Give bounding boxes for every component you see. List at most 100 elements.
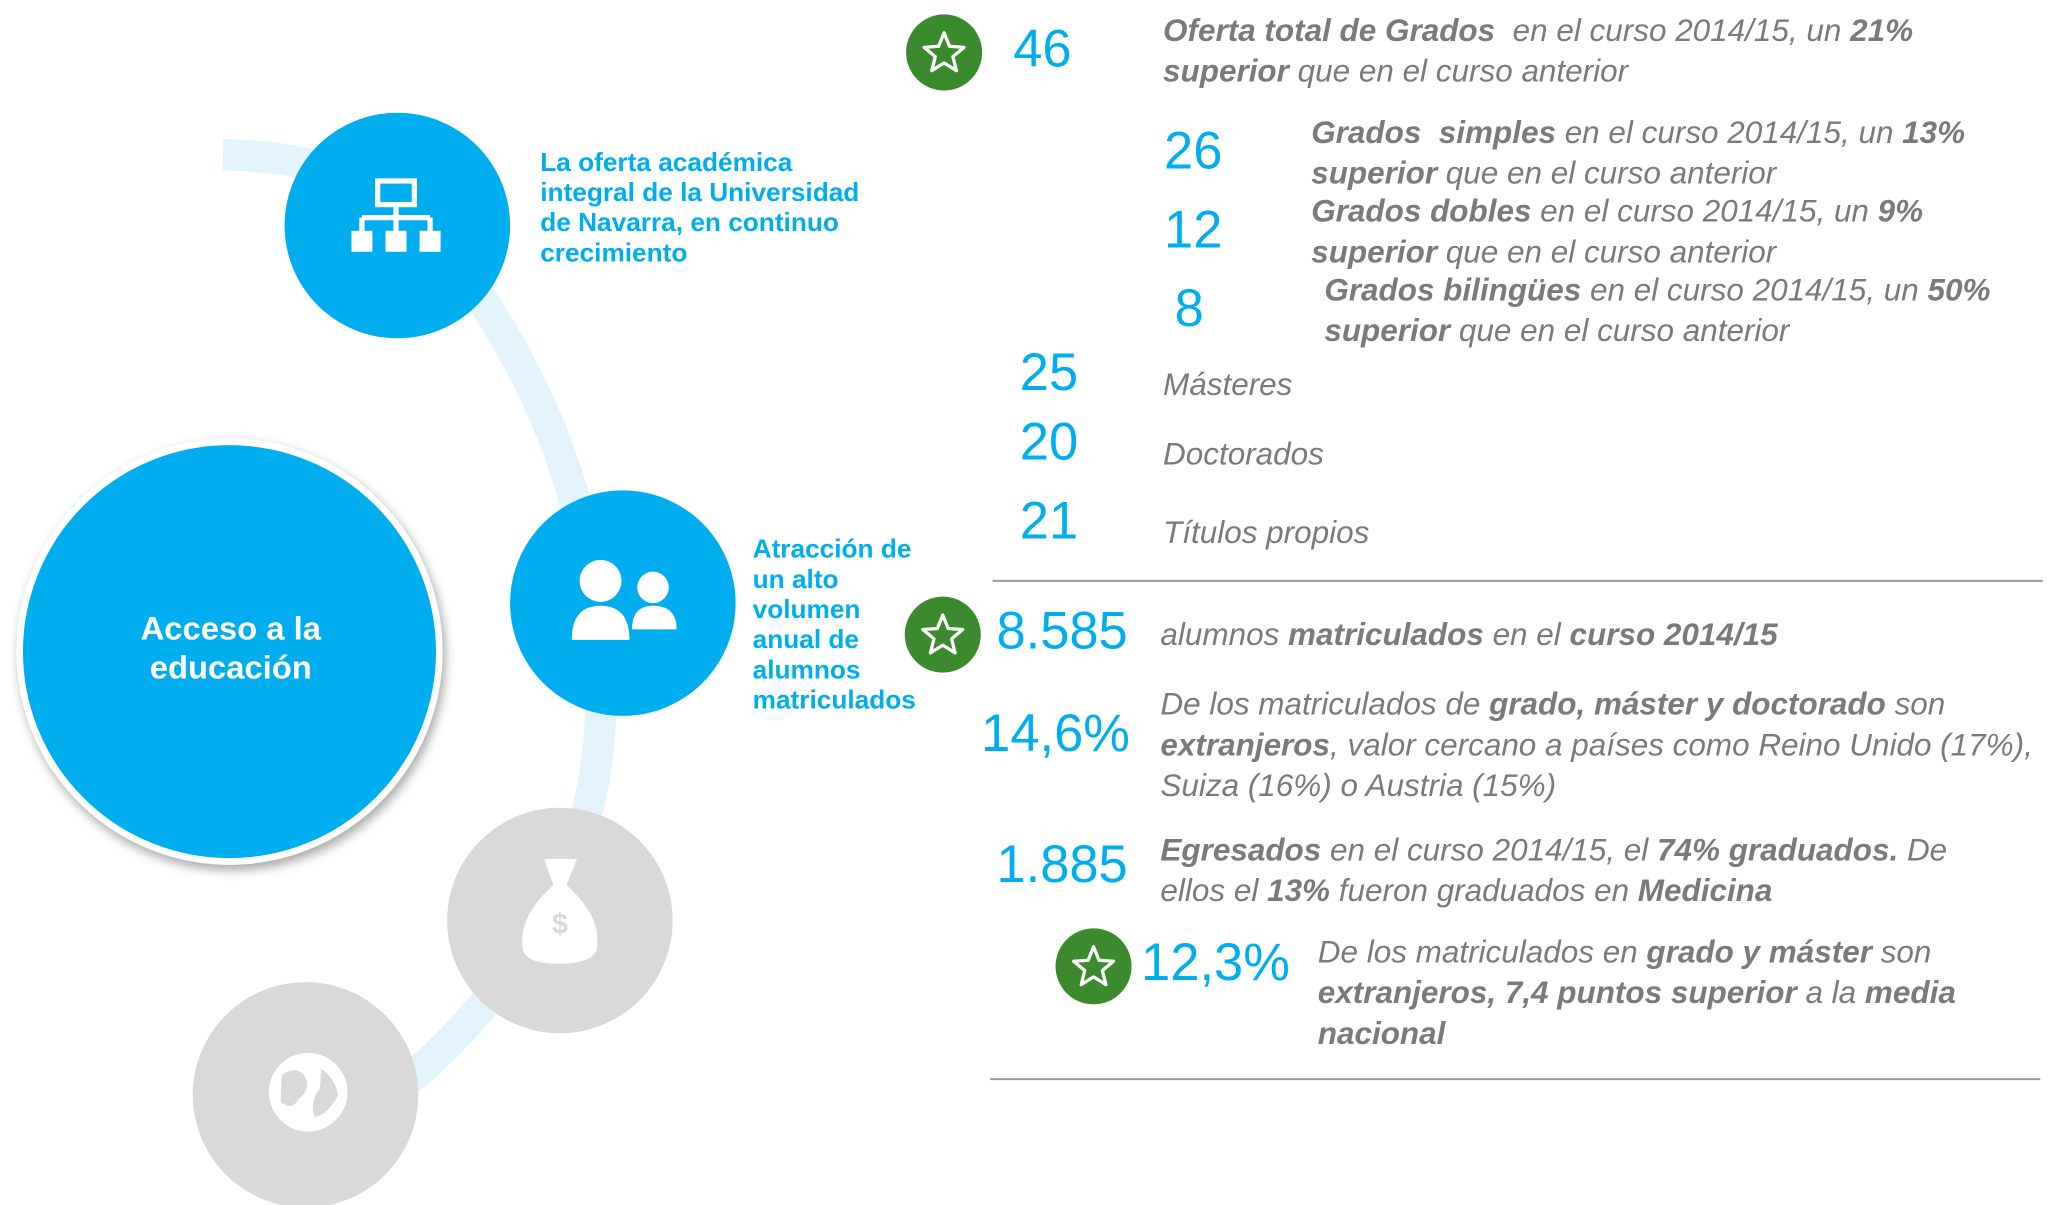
stat-description: superior que en el curso anterior (1324, 313, 1791, 348)
stat-number: 8.585 (996, 602, 1127, 660)
stat-number: 46 (1013, 20, 1071, 78)
text-run: en el (1484, 618, 1570, 653)
star-icon (1071, 945, 1116, 987)
org-chart-icon (351, 178, 441, 252)
text-run: De los matriculados en (1318, 935, 1647, 970)
emphasis: curso 2014/15 (1570, 618, 1779, 653)
emphasis: superior (1311, 156, 1439, 191)
svg-text:$: $ (552, 908, 568, 940)
topic-label: La oferta académica (540, 147, 793, 177)
people-icon (571, 559, 677, 640)
topic-label: un alto (753, 564, 839, 594)
text-run: De (1898, 833, 1947, 868)
stat-number: 21 (1020, 492, 1078, 550)
center-circle (16, 438, 443, 865)
stat-number: 8 (1175, 280, 1204, 338)
text-run: en el curso 2014/15, un (1495, 13, 1850, 48)
topic-label: de Navarra, en continuo (540, 207, 839, 237)
stat-description: De los matriculados en grado y máster so… (1318, 935, 1932, 970)
stat-description: Títulos propios (1163, 515, 1370, 550)
stat-description: superior que en el curso anterior (1311, 156, 1778, 191)
stat-number: 1.885 (996, 836, 1127, 894)
text-run: alumnos (1160, 618, 1288, 653)
text-run: a la (1797, 976, 1865, 1011)
stat-description: superior que en el curso anterior (1163, 54, 1630, 89)
emphasis: grado, máster y doctorado (1488, 687, 1886, 722)
stat-description: ellos el 13% fueron graduados en Medicin… (1160, 873, 1772, 908)
stat-description: Grados bilingües en el curso 2014/15, un… (1324, 273, 1990, 308)
stat-description: alumnos matriculados en el curso 2014/15 (1160, 618, 1778, 653)
emphasis: matriculados (1288, 618, 1484, 653)
text-run: en el curso 2014/15, un (1581, 273, 1927, 308)
stat-number: 14,6% (981, 705, 1130, 763)
text-run: en el curso 2014/15, el (1321, 833, 1657, 868)
topic-label: anual de (753, 624, 859, 654)
stat-number: 20 (1020, 414, 1078, 472)
stat-number: 25 (1020, 344, 1078, 402)
text-run: Títulos propios (1163, 515, 1370, 550)
emphasis: Medicina (1638, 873, 1773, 908)
topic-label: volumen (753, 594, 861, 624)
emphasis: nacional (1318, 1016, 1447, 1051)
topic-label: integral de la Universidad (540, 177, 859, 207)
emphasis: Grados simples (1311, 115, 1556, 150)
emphasis: 13% (1902, 115, 1965, 150)
topic-label: Atracción de (753, 534, 912, 564)
text-run: que en el curso anterior (1450, 313, 1791, 348)
text-run: en el curso 2014/15, un (1531, 194, 1877, 229)
emphasis: extranjeros, 7,4 puntos superior (1318, 976, 1799, 1011)
star-badge (904, 596, 981, 673)
text-run: son (1886, 687, 1945, 722)
emphasis: Egresados (1160, 833, 1321, 868)
emphasis: 50% (1927, 273, 1990, 308)
center-label: educación (150, 649, 312, 686)
stat-description: Másteres (1163, 367, 1293, 402)
text-run: que en el curso anterior (1437, 235, 1778, 270)
emphasis: Grados bilingües (1324, 273, 1581, 308)
emphasis: 13% (1267, 873, 1330, 908)
text-run: en el curso 2014/15, un (1556, 115, 1902, 150)
text-run: que en el curso anterior (1289, 54, 1630, 89)
topic-label: matriculados (753, 684, 916, 714)
stat-description: nacional (1318, 1016, 1447, 1051)
topic-label: alumnos (753, 654, 861, 684)
text-run: Doctorados (1163, 437, 1324, 472)
stat-description: superior que en el curso anterior (1311, 235, 1778, 270)
emphasis: superior (1311, 235, 1439, 270)
stat-description: extranjeros, 7,4 puntos superior a la me… (1318, 976, 1956, 1011)
star-icon (921, 613, 965, 655)
star-badge (1055, 928, 1132, 1005)
text-run: son (1872, 935, 1931, 970)
text-run: fueron graduados en (1330, 873, 1638, 908)
center-label: Acceso a la (141, 609, 322, 646)
text-run: , valor cercano a países como Reino Unid… (1330, 728, 2033, 763)
stat-number: 12 (1164, 201, 1222, 259)
topic-circle (510, 490, 736, 716)
emphasis: Grados dobles (1311, 194, 1531, 229)
topic-label: crecimiento (540, 237, 687, 267)
globe-icon (268, 1052, 348, 1132)
text-run: que en el curso anterior (1437, 156, 1778, 191)
stat-number: 26 (1164, 123, 1222, 181)
star-badge (906, 14, 983, 91)
stat-description: Suiza (16%) o Austria (15%) (1160, 768, 1556, 803)
emphasis: grado y máster (1645, 935, 1873, 970)
emphasis: media (1865, 976, 1956, 1011)
stat-description: Oferta total de Grados en el curso 2014/… (1163, 13, 1913, 48)
stat-description: Doctorados (1163, 437, 1324, 472)
emphasis: extranjeros (1160, 728, 1330, 763)
text-run: Másteres (1163, 367, 1293, 402)
stat-description: extranjeros, valor cercano a países como… (1160, 728, 2032, 763)
stat-number: 12,3% (1141, 934, 1290, 992)
emphasis: superior (1163, 54, 1291, 89)
text-run: ellos el (1160, 873, 1267, 908)
emphasis: 21% (1849, 13, 1913, 48)
emphasis: Oferta total de Grados (1163, 13, 1495, 48)
stat-description: Egresados en el curso 2014/15, el 74% gr… (1160, 833, 1947, 868)
money-bag-icon: $ (522, 858, 598, 964)
emphasis: 9% (1878, 194, 1923, 229)
stat-description: De los matriculados de grado, máster y d… (1160, 687, 1945, 722)
stat-description: Grados simples en el curso 2014/15, un 1… (1311, 115, 1965, 150)
